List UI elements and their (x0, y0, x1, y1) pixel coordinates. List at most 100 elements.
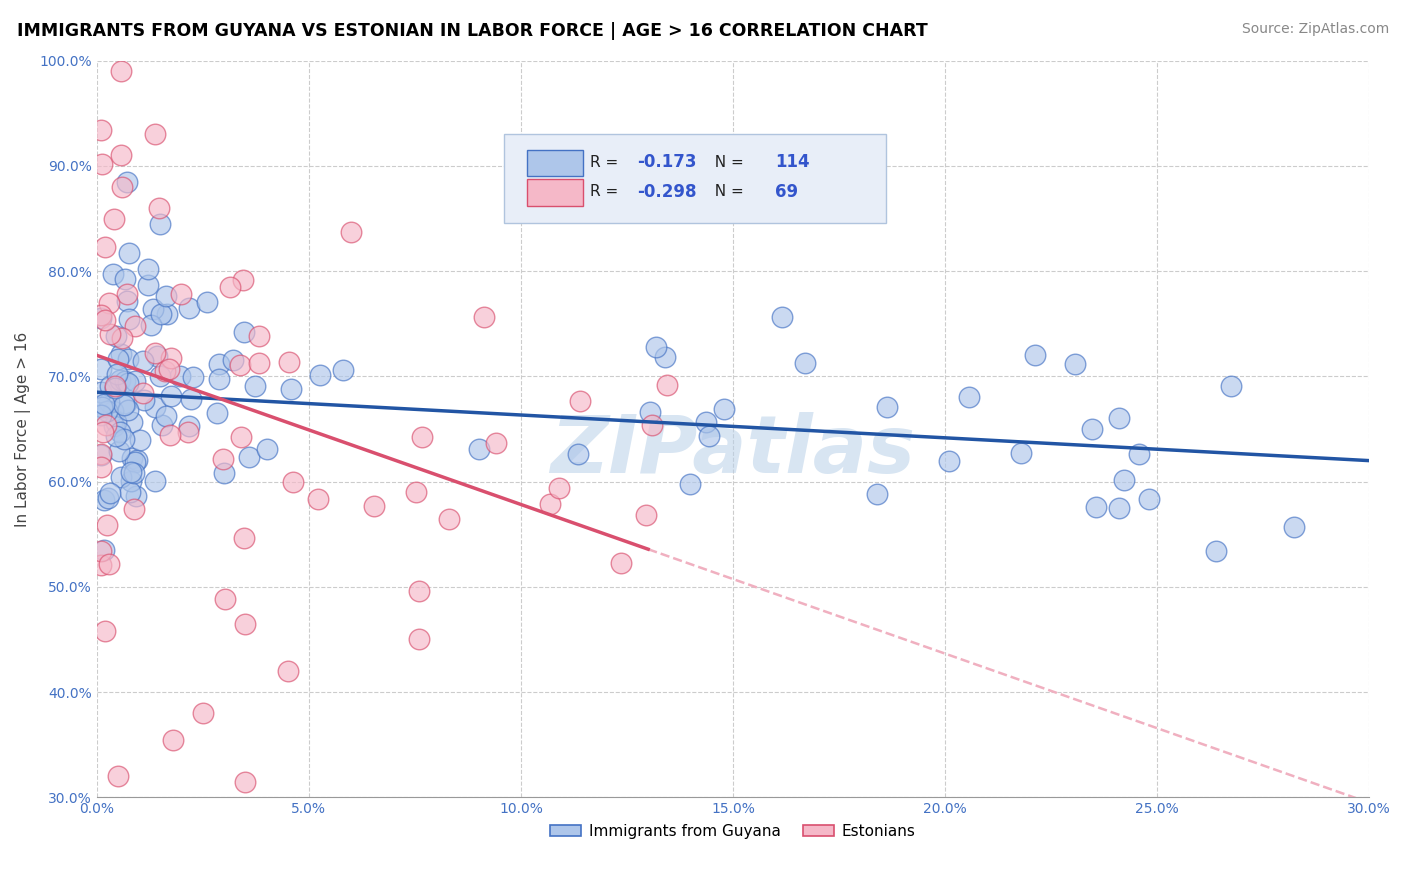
Point (124, 502, 146, 516)
Point (610, 556, 633, 570)
Point (247, 356, 270, 370)
Point (233, 774, 256, 789)
Point (281, 475, 304, 489)
Point (474, 310, 496, 324)
Point (108, 373, 131, 387)
Point (219, 280, 242, 294)
Point (679, 477, 702, 491)
Point (114, 272, 136, 286)
Point (143, 127, 166, 141)
Point (107, 351, 129, 366)
Point (214, 467, 236, 481)
Point (1108, 411, 1130, 425)
Point (115, 175, 138, 189)
Point (657, 378, 679, 392)
Point (207, 406, 229, 420)
Point (114, 374, 136, 388)
Point (101, 403, 124, 417)
Point (120, 465, 142, 479)
Point (177, 425, 200, 439)
Point (120, 474, 142, 488)
Point (117, 287, 139, 301)
Point (567, 447, 589, 461)
Point (197, 294, 219, 309)
Point (104, 381, 127, 395)
Point (957, 390, 980, 404)
Point (340, 225, 363, 239)
Point (93, 624, 115, 639)
Point (1024, 348, 1046, 362)
Point (98, 557, 121, 571)
Point (118, 312, 141, 326)
FancyBboxPatch shape (527, 179, 583, 206)
Point (214, 591, 236, 606)
Point (654, 350, 676, 364)
Point (108, 444, 131, 458)
Point (153, 364, 176, 378)
Point (98, 395, 121, 409)
Point (143, 346, 166, 360)
Point (697, 429, 720, 443)
Point (90, 361, 112, 376)
Point (408, 632, 430, 647)
Point (124, 455, 146, 469)
Text: 69: 69 (775, 183, 799, 201)
Point (179, 418, 201, 433)
Point (90, 408, 112, 422)
Text: 114: 114 (775, 153, 810, 171)
Point (110, 470, 132, 484)
Text: ZIPatlas: ZIPatlas (551, 412, 915, 490)
Point (485, 435, 508, 450)
Point (437, 511, 460, 525)
Point (146, 349, 169, 363)
Point (90, 400, 112, 414)
Point (1137, 491, 1160, 506)
Text: -0.298: -0.298 (637, 183, 697, 201)
Point (110, 425, 132, 439)
Point (307, 492, 329, 507)
Point (124, 318, 146, 333)
Point (103, 211, 125, 226)
Point (98, 327, 121, 342)
Text: -0.173: -0.173 (637, 153, 697, 171)
Point (156, 306, 179, 320)
Point (256, 442, 278, 457)
Point (105, 415, 128, 429)
Point (104, 328, 127, 343)
Point (162, 732, 184, 747)
Point (229, 430, 252, 444)
Point (938, 454, 960, 468)
Point (309, 368, 332, 383)
Point (142, 301, 165, 316)
Point (136, 262, 159, 277)
Point (110, 64, 132, 78)
Point (136, 278, 159, 293)
Point (90, 460, 112, 475)
Point (645, 340, 668, 354)
Point (180, 392, 202, 407)
Point (124, 375, 146, 389)
Point (100, 486, 122, 500)
Point (1108, 500, 1130, 515)
Point (117, 402, 139, 417)
Point (222, 353, 245, 368)
Point (1081, 422, 1104, 436)
Point (332, 363, 354, 377)
Point (96, 418, 118, 433)
Point (127, 453, 149, 467)
Point (90, 449, 112, 463)
Point (117, 351, 139, 366)
Point (247, 328, 270, 343)
Point (90, 447, 112, 461)
Point (103, 268, 125, 282)
Point (129, 434, 152, 448)
Text: N =: N = (704, 185, 748, 199)
FancyBboxPatch shape (527, 150, 583, 177)
Point (124, 467, 146, 481)
Point (93, 312, 115, 326)
Point (107, 769, 129, 783)
Point (208, 357, 231, 371)
Point (179, 301, 201, 315)
Point (155, 289, 177, 303)
FancyBboxPatch shape (503, 135, 886, 223)
